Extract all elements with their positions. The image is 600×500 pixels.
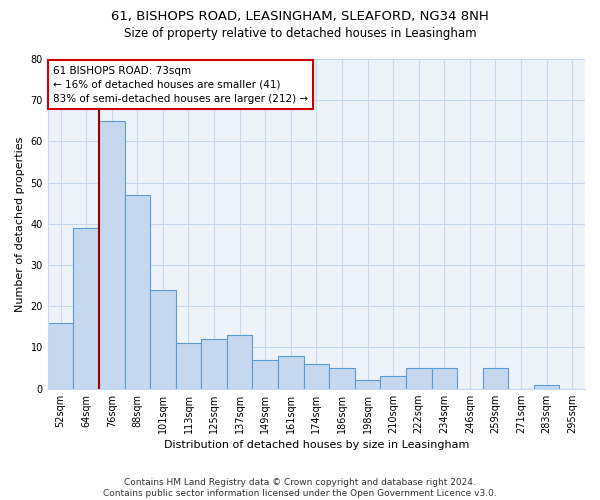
Bar	[253, 360, 278, 388]
Bar	[48, 323, 73, 388]
Bar	[176, 344, 201, 388]
Bar	[73, 228, 99, 388]
Bar	[431, 368, 457, 388]
Bar	[125, 195, 150, 388]
X-axis label: Distribution of detached houses by size in Leasingham: Distribution of detached houses by size …	[164, 440, 469, 450]
Bar	[534, 384, 559, 388]
Bar	[201, 339, 227, 388]
Bar	[278, 356, 304, 388]
Bar	[227, 335, 253, 388]
Bar	[329, 368, 355, 388]
Text: Contains HM Land Registry data © Crown copyright and database right 2024.
Contai: Contains HM Land Registry data © Crown c…	[103, 478, 497, 498]
Bar	[150, 290, 176, 388]
Bar	[304, 364, 329, 388]
Bar	[406, 368, 431, 388]
Y-axis label: Number of detached properties: Number of detached properties	[15, 136, 25, 312]
Bar	[99, 121, 125, 388]
Text: Size of property relative to detached houses in Leasingham: Size of property relative to detached ho…	[124, 28, 476, 40]
Text: 61 BISHOPS ROAD: 73sqm
← 16% of detached houses are smaller (41)
83% of semi-det: 61 BISHOPS ROAD: 73sqm ← 16% of detached…	[53, 66, 308, 104]
Bar	[482, 368, 508, 388]
Text: 61, BISHOPS ROAD, LEASINGHAM, SLEAFORD, NG34 8NH: 61, BISHOPS ROAD, LEASINGHAM, SLEAFORD, …	[111, 10, 489, 23]
Bar	[380, 376, 406, 388]
Bar	[355, 380, 380, 388]
